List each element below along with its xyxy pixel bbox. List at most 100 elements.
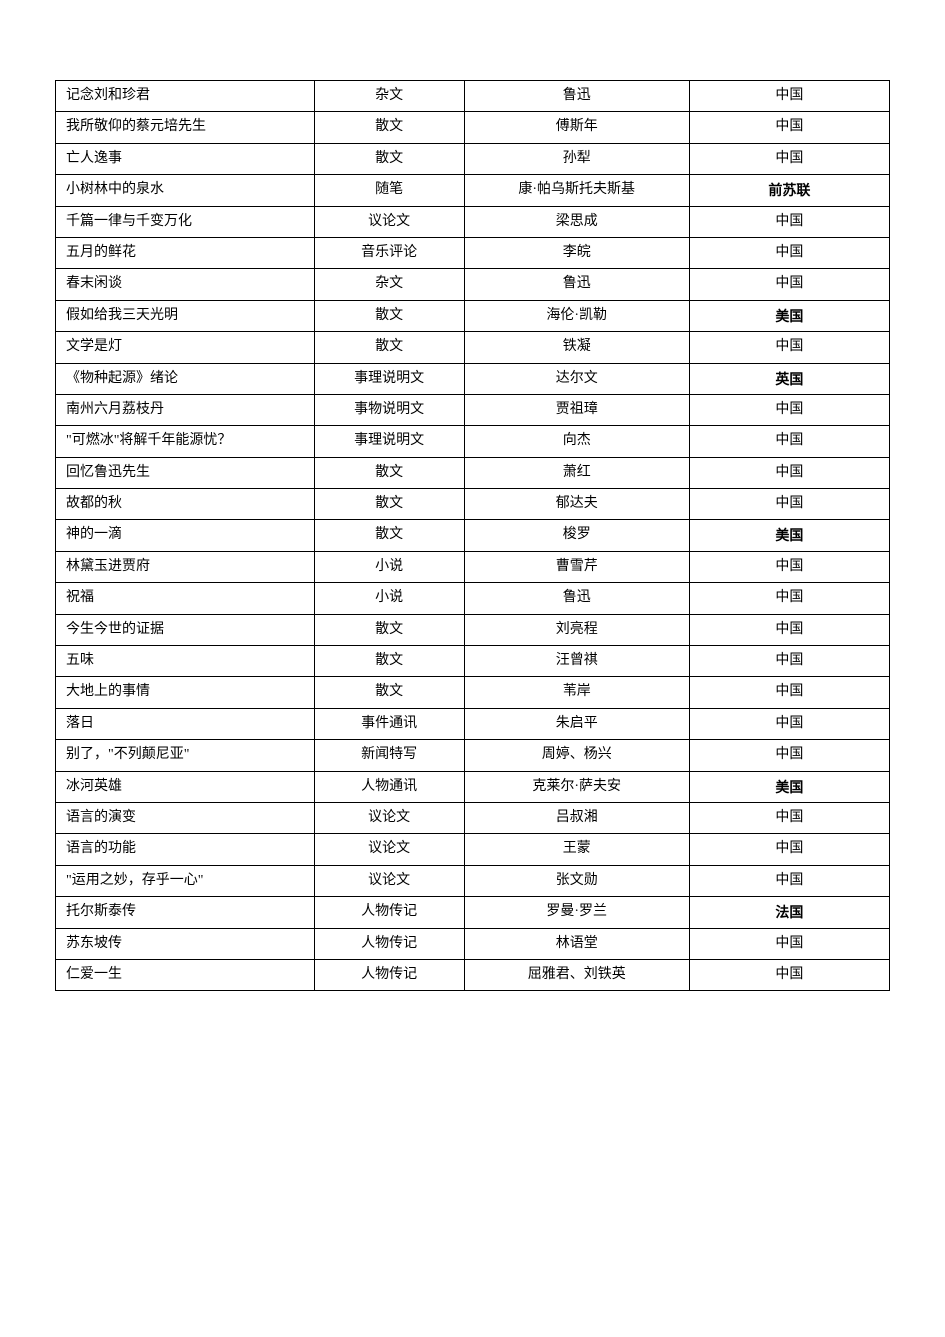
table-row: 记念刘和珍君杂文鲁迅中国	[56, 81, 890, 112]
cell-title: 我所敬仰的蔡元培先生	[56, 112, 315, 143]
cell-country: 美国	[689, 520, 889, 551]
cell-author: 张文勋	[464, 865, 689, 896]
cell-author: 刘亮程	[464, 614, 689, 645]
cell-author: 克莱尔·萨夫安	[464, 771, 689, 802]
cell-genre: 议论文	[314, 865, 464, 896]
cell-genre: 散文	[314, 143, 464, 174]
table-row: 今生今世的证据散文刘亮程中国	[56, 614, 890, 645]
cell-genre: 小说	[314, 583, 464, 614]
table-row: 故都的秋散文郁达夫中国	[56, 489, 890, 520]
cell-genre: 事理说明文	[314, 426, 464, 457]
table-row: 苏东坡传人物传记林语堂中国	[56, 928, 890, 959]
cell-author: 鲁迅	[464, 81, 689, 112]
cell-title: 记念刘和珍君	[56, 81, 315, 112]
cell-genre: 议论文	[314, 206, 464, 237]
cell-genre: 事理说明文	[314, 363, 464, 394]
cell-author: 梁思成	[464, 206, 689, 237]
cell-country: 中国	[689, 81, 889, 112]
cell-author: 孙犁	[464, 143, 689, 174]
table-row: 林黛玉进贾府小说曹雪芹中国	[56, 551, 890, 582]
cell-country: 中国	[689, 457, 889, 488]
table-body: 记念刘和珍君杂文鲁迅中国我所敬仰的蔡元培先生散文傅斯年中国亡人逸事散文孙犁中国小…	[56, 81, 890, 991]
cell-country: 美国	[689, 300, 889, 331]
cell-author: 萧红	[464, 457, 689, 488]
cell-genre: 散文	[314, 112, 464, 143]
cell-title: 假如给我三天光明	[56, 300, 315, 331]
cell-genre: 杂文	[314, 81, 464, 112]
cell-author: 林语堂	[464, 928, 689, 959]
table-row: 五味散文汪曾祺中国	[56, 646, 890, 677]
cell-author: 吕叔湘	[464, 802, 689, 833]
cell-genre: 随笔	[314, 175, 464, 206]
cell-title: 今生今世的证据	[56, 614, 315, 645]
cell-title: 冰河英雄	[56, 771, 315, 802]
table-row: 亡人逸事散文孙犁中国	[56, 143, 890, 174]
cell-author: 傅斯年	[464, 112, 689, 143]
cell-genre: 小说	[314, 551, 464, 582]
cell-genre: 新闻特写	[314, 740, 464, 771]
cell-author: 贾祖璋	[464, 394, 689, 425]
cell-country: 中国	[689, 646, 889, 677]
cell-title: 千篇一律与千变万化	[56, 206, 315, 237]
cell-country: 中国	[689, 237, 889, 268]
cell-title: 五月的鲜花	[56, 237, 315, 268]
table-row: "运用之妙，存乎一心"议论文张文勋中国	[56, 865, 890, 896]
cell-title: 文学是灯	[56, 332, 315, 363]
cell-country: 中国	[689, 426, 889, 457]
table-row: 落日事件通讯朱启平中国	[56, 708, 890, 739]
cell-genre: 人物传记	[314, 928, 464, 959]
table-row: 冰河英雄人物通讯克莱尔·萨夫安美国	[56, 771, 890, 802]
cell-genre: 音乐评论	[314, 237, 464, 268]
cell-title: 仁爱一生	[56, 959, 315, 990]
table-row: 《物种起源》绪论事理说明文达尔文英国	[56, 363, 890, 394]
cell-title: 五味	[56, 646, 315, 677]
cell-genre: 议论文	[314, 834, 464, 865]
cell-title: 祝福	[56, 583, 315, 614]
cell-title: 语言的功能	[56, 834, 315, 865]
cell-country: 中国	[689, 143, 889, 174]
cell-author: 康·帕乌斯托夫斯基	[464, 175, 689, 206]
cell-author: 达尔文	[464, 363, 689, 394]
cell-country: 中国	[689, 551, 889, 582]
cell-author: 罗曼·罗兰	[464, 897, 689, 928]
cell-genre: 散文	[314, 332, 464, 363]
table-row: 祝福小说鲁迅中国	[56, 583, 890, 614]
cell-country: 中国	[689, 489, 889, 520]
cell-author: 屈雅君、刘铁英	[464, 959, 689, 990]
table-row: 语言的功能议论文王蒙中国	[56, 834, 890, 865]
cell-author: 苇岸	[464, 677, 689, 708]
table-row: 南州六月荔枝丹事物说明文贾祖璋中国	[56, 394, 890, 425]
table-row: 春末闲谈杂文鲁迅中国	[56, 269, 890, 300]
cell-title: 托尔斯泰传	[56, 897, 315, 928]
table-row: "可燃冰"将解千年能源忧？事理说明文向杰中国	[56, 426, 890, 457]
cell-country: 中国	[689, 834, 889, 865]
cell-author: 李皖	[464, 237, 689, 268]
cell-author: 海伦·凯勒	[464, 300, 689, 331]
table-row: 别了，"不列颠尼亚"新闻特写周婷、杨兴中国	[56, 740, 890, 771]
cell-title: 神的一滴	[56, 520, 315, 551]
cell-genre: 人物通讯	[314, 771, 464, 802]
table-row: 神的一滴散文梭罗美国	[56, 520, 890, 551]
cell-title: 亡人逸事	[56, 143, 315, 174]
cell-author: 向杰	[464, 426, 689, 457]
cell-author: 鲁迅	[464, 269, 689, 300]
cell-genre: 散文	[314, 677, 464, 708]
cell-author: 鲁迅	[464, 583, 689, 614]
cell-title: "可燃冰"将解千年能源忧？	[56, 426, 315, 457]
table-row: 文学是灯散文铁凝中国	[56, 332, 890, 363]
cell-country: 中国	[689, 269, 889, 300]
cell-genre: 散文	[314, 457, 464, 488]
cell-country: 中国	[689, 112, 889, 143]
cell-title: 南州六月荔枝丹	[56, 394, 315, 425]
cell-genre: 散文	[314, 489, 464, 520]
cell-author: 周婷、杨兴	[464, 740, 689, 771]
cell-country: 中国	[689, 708, 889, 739]
table-row: 语言的演变议论文吕叔湘中国	[56, 802, 890, 833]
table-row: 回忆鲁迅先生散文萧红中国	[56, 457, 890, 488]
cell-genre: 散文	[314, 646, 464, 677]
cell-genre: 人物传记	[314, 897, 464, 928]
table-row: 托尔斯泰传人物传记罗曼·罗兰法国	[56, 897, 890, 928]
table-row: 假如给我三天光明散文海伦·凯勒美国	[56, 300, 890, 331]
cell-author: 郁达夫	[464, 489, 689, 520]
cell-country: 中国	[689, 394, 889, 425]
